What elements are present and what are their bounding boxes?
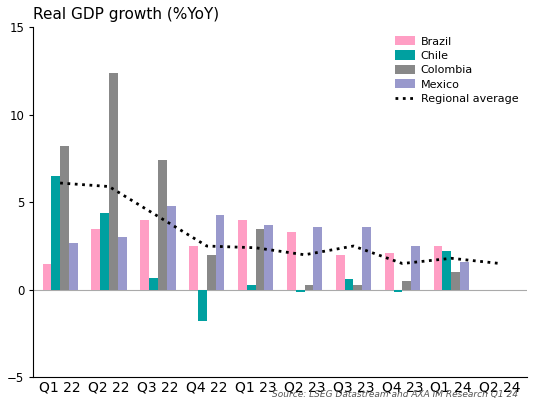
Bar	[336, 255, 344, 290]
Bar	[69, 243, 78, 290]
Bar	[91, 229, 100, 290]
Bar	[51, 176, 60, 290]
Bar	[304, 285, 313, 290]
Bar	[403, 281, 411, 290]
Bar	[149, 277, 158, 290]
Bar	[43, 263, 51, 290]
Text: Source: LSEG Datastream and AXA IM Research Q1 24: Source: LSEG Datastream and AXA IM Resea…	[272, 390, 518, 399]
Bar	[443, 251, 451, 290]
Bar	[394, 290, 403, 292]
Bar	[167, 206, 176, 290]
Bar	[109, 73, 118, 290]
Bar	[216, 215, 224, 290]
Bar	[313, 227, 322, 290]
Bar	[198, 290, 207, 321]
Bar	[460, 262, 469, 290]
Bar	[100, 213, 109, 290]
Legend: Brazil, Chile, Colombia, Mexico, Regional average: Brazil, Chile, Colombia, Mexico, Regiona…	[391, 33, 522, 107]
Bar	[287, 232, 296, 290]
Bar	[140, 220, 149, 290]
Bar	[385, 253, 394, 290]
Bar	[189, 246, 198, 290]
Bar	[362, 227, 371, 290]
Bar	[434, 246, 443, 290]
Bar	[118, 237, 127, 290]
Bar	[296, 290, 304, 292]
Bar	[411, 246, 420, 290]
Bar	[207, 255, 216, 290]
Bar	[158, 160, 167, 290]
Bar	[451, 272, 460, 290]
Bar	[247, 285, 256, 290]
Text: Real GDP growth (%YoY): Real GDP growth (%YoY)	[33, 7, 219, 22]
Bar	[264, 225, 273, 290]
Bar	[238, 220, 247, 290]
Bar	[60, 146, 69, 290]
Bar	[256, 229, 264, 290]
Bar	[344, 279, 354, 290]
Bar	[354, 285, 362, 290]
